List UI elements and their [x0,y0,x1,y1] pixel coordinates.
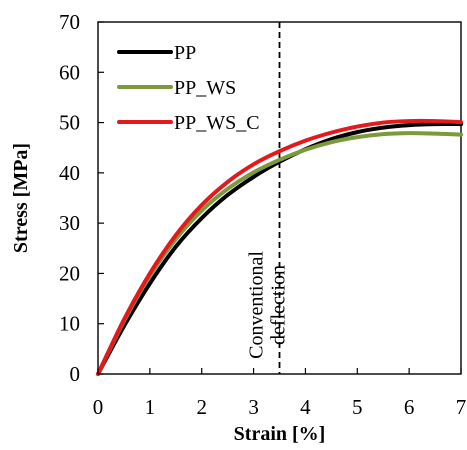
x-tick-label: 6 [404,395,415,419]
x-tick-label: 1 [145,395,156,419]
y-tick-label: 30 [59,211,80,235]
y-axis-title: Stress [MPa] [10,143,32,253]
y-tick-label: 50 [59,111,80,135]
legend-label-pp: PP [174,42,196,64]
legend-label-pp-ws-c: PP_WS_C [174,112,260,134]
x-tick-label: 7 [456,395,467,419]
y-tick-label: 10 [59,312,80,336]
legend-layer: PP PP_WS PP_WS_C [117,42,260,134]
y-tick-label: 40 [59,161,80,185]
x-tick-label: 0 [93,395,104,419]
series-line-pp-ws-c [96,118,463,376]
y-tick-label: 0 [70,362,81,386]
x-tick-label: 2 [196,395,207,419]
y-tick-label: 60 [59,60,80,84]
annotation-line-1: deflection [268,265,290,345]
conventional-deflection-annotation: Conventional deflection [246,251,290,359]
x-tick-label: 3 [248,395,259,419]
legend-label-pp-ws: PP_WS [174,77,236,99]
y-tick-label: 70 [59,10,80,34]
x-axis-title: Strain [%] [234,423,326,445]
data-series-layer [96,118,463,376]
annotation-line-0: Conventional [246,251,268,359]
y-tick-label: 20 [59,261,80,285]
annotation-layer: Conventional deflection [246,251,290,359]
x-tick-label: 5 [352,395,363,419]
x-tick-label: 4 [300,395,311,419]
